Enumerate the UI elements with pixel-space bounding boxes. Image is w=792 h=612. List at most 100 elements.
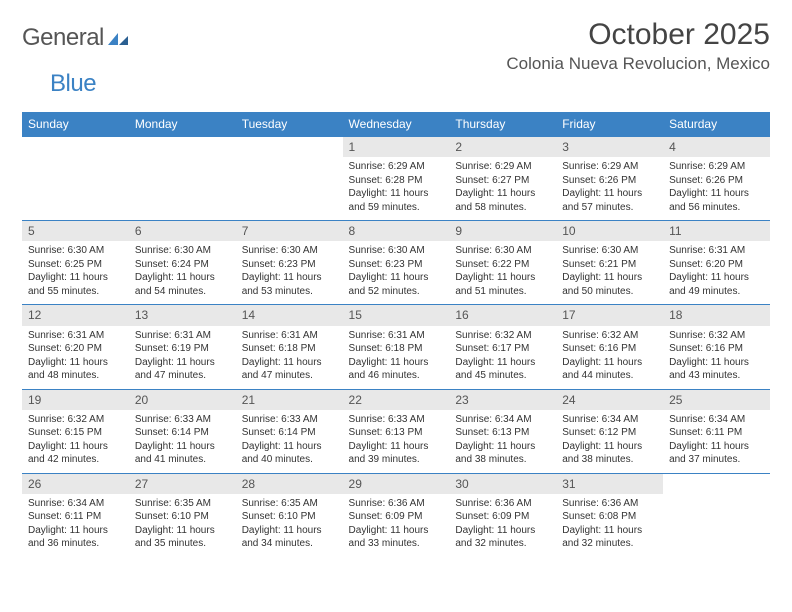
calendar-week-row: 12Sunrise: 6:31 AMSunset: 6:20 PMDayligh… xyxy=(22,305,770,389)
sunrise-line: Sunrise: 6:32 AM xyxy=(28,413,123,427)
calendar-day-cell: 19Sunrise: 6:32 AMSunset: 6:15 PMDayligh… xyxy=(22,389,129,473)
day-info: Sunrise: 6:35 AMSunset: 6:10 PMDaylight:… xyxy=(129,494,236,557)
sunrise-line: Sunrise: 6:32 AM xyxy=(669,329,764,343)
sunset-line: Sunset: 6:15 PM xyxy=(28,426,123,440)
day-number xyxy=(663,474,770,494)
weekday-header: Sunday xyxy=(22,112,129,137)
day-number: 17 xyxy=(556,305,663,325)
day-info: Sunrise: 6:36 AMSunset: 6:09 PMDaylight:… xyxy=(449,494,556,557)
calendar-table: SundayMondayTuesdayWednesdayThursdayFrid… xyxy=(22,112,770,557)
sunrise-line: Sunrise: 6:30 AM xyxy=(28,244,123,258)
sunrise-line: Sunrise: 6:31 AM xyxy=(242,329,337,343)
calendar-week-row: 1Sunrise: 6:29 AMSunset: 6:28 PMDaylight… xyxy=(22,137,770,221)
sunrise-line: Sunrise: 6:33 AM xyxy=(349,413,444,427)
sunset-line: Sunset: 6:19 PM xyxy=(135,342,230,356)
sunrise-line: Sunrise: 6:29 AM xyxy=(349,160,444,174)
daylight-line: Daylight: 11 hours and 56 minutes. xyxy=(669,187,764,214)
sunrise-line: Sunrise: 6:31 AM xyxy=(669,244,764,258)
day-info: Sunrise: 6:33 AMSunset: 6:14 PMDaylight:… xyxy=(129,410,236,473)
daylight-line: Daylight: 11 hours and 40 minutes. xyxy=(242,440,337,467)
day-number: 30 xyxy=(449,474,556,494)
day-number: 28 xyxy=(236,474,343,494)
day-info: Sunrise: 6:30 AMSunset: 6:23 PMDaylight:… xyxy=(236,241,343,304)
calendar-day-cell: 31Sunrise: 6:36 AMSunset: 6:08 PMDayligh… xyxy=(556,473,663,557)
daylight-line: Daylight: 11 hours and 37 minutes. xyxy=(669,440,764,467)
day-number: 14 xyxy=(236,305,343,325)
calendar-day-cell: 7Sunrise: 6:30 AMSunset: 6:23 PMDaylight… xyxy=(236,221,343,305)
sunrise-line: Sunrise: 6:33 AM xyxy=(135,413,230,427)
daylight-line: Daylight: 11 hours and 36 minutes. xyxy=(28,524,123,551)
day-info: Sunrise: 6:30 AMSunset: 6:21 PMDaylight:… xyxy=(556,241,663,304)
sunset-line: Sunset: 6:27 PM xyxy=(455,174,550,188)
day-info: Sunrise: 6:30 AMSunset: 6:25 PMDaylight:… xyxy=(22,241,129,304)
daylight-line: Daylight: 11 hours and 44 minutes. xyxy=(562,356,657,383)
day-number: 10 xyxy=(556,221,663,241)
daylight-line: Daylight: 11 hours and 41 minutes. xyxy=(135,440,230,467)
calendar-day-cell: 9Sunrise: 6:30 AMSunset: 6:22 PMDaylight… xyxy=(449,221,556,305)
day-info: Sunrise: 6:32 AMSunset: 6:17 PMDaylight:… xyxy=(449,326,556,389)
sunrise-line: Sunrise: 6:29 AM xyxy=(562,160,657,174)
sunrise-line: Sunrise: 6:29 AM xyxy=(455,160,550,174)
sunrise-line: Sunrise: 6:30 AM xyxy=(562,244,657,258)
day-info: Sunrise: 6:29 AMSunset: 6:27 PMDaylight:… xyxy=(449,157,556,220)
sunset-line: Sunset: 6:26 PM xyxy=(562,174,657,188)
daylight-line: Daylight: 11 hours and 45 minutes. xyxy=(455,356,550,383)
sunrise-line: Sunrise: 6:30 AM xyxy=(349,244,444,258)
daylight-line: Daylight: 11 hours and 54 minutes. xyxy=(135,271,230,298)
calendar-day-cell: 18Sunrise: 6:32 AMSunset: 6:16 PMDayligh… xyxy=(663,305,770,389)
daylight-line: Daylight: 11 hours and 42 minutes. xyxy=(28,440,123,467)
sunset-line: Sunset: 6:14 PM xyxy=(135,426,230,440)
day-info: Sunrise: 6:32 AMSunset: 6:16 PMDaylight:… xyxy=(556,326,663,389)
sunrise-line: Sunrise: 6:34 AM xyxy=(28,497,123,511)
day-info: Sunrise: 6:31 AMSunset: 6:18 PMDaylight:… xyxy=(236,326,343,389)
calendar-day-cell: 27Sunrise: 6:35 AMSunset: 6:10 PMDayligh… xyxy=(129,473,236,557)
sunset-line: Sunset: 6:13 PM xyxy=(349,426,444,440)
daylight-line: Daylight: 11 hours and 46 minutes. xyxy=(349,356,444,383)
calendar-day-cell: 5Sunrise: 6:30 AMSunset: 6:25 PMDaylight… xyxy=(22,221,129,305)
calendar-day-cell: 26Sunrise: 6:34 AMSunset: 6:11 PMDayligh… xyxy=(22,473,129,557)
sunset-line: Sunset: 6:20 PM xyxy=(669,258,764,272)
sunrise-line: Sunrise: 6:31 AM xyxy=(135,329,230,343)
sunrise-line: Sunrise: 6:34 AM xyxy=(562,413,657,427)
day-number: 27 xyxy=(129,474,236,494)
day-info: Sunrise: 6:30 AMSunset: 6:23 PMDaylight:… xyxy=(343,241,450,304)
sunrise-line: Sunrise: 6:30 AM xyxy=(242,244,337,258)
calendar-day-cell: 28Sunrise: 6:35 AMSunset: 6:10 PMDayligh… xyxy=(236,473,343,557)
sunset-line: Sunset: 6:28 PM xyxy=(349,174,444,188)
calendar-day-cell: 3Sunrise: 6:29 AMSunset: 6:26 PMDaylight… xyxy=(556,137,663,221)
sunset-line: Sunset: 6:09 PM xyxy=(455,510,550,524)
logo-sail-icon xyxy=(108,31,130,45)
sunset-line: Sunset: 6:18 PM xyxy=(349,342,444,356)
day-info: Sunrise: 6:30 AMSunset: 6:24 PMDaylight:… xyxy=(129,241,236,304)
sunset-line: Sunset: 6:23 PM xyxy=(242,258,337,272)
sunrise-line: Sunrise: 6:31 AM xyxy=(349,329,444,343)
calendar-week-row: 5Sunrise: 6:30 AMSunset: 6:25 PMDaylight… xyxy=(22,221,770,305)
calendar-day-cell: 29Sunrise: 6:36 AMSunset: 6:09 PMDayligh… xyxy=(343,473,450,557)
logo-text-general: General xyxy=(22,24,104,52)
daylight-line: Daylight: 11 hours and 32 minutes. xyxy=(455,524,550,551)
day-number: 25 xyxy=(663,390,770,410)
day-info: Sunrise: 6:29 AMSunset: 6:26 PMDaylight:… xyxy=(663,157,770,220)
day-number: 26 xyxy=(22,474,129,494)
day-info: Sunrise: 6:36 AMSunset: 6:08 PMDaylight:… xyxy=(556,494,663,557)
day-number: 1 xyxy=(343,137,450,157)
logo: General xyxy=(22,24,134,52)
day-info: Sunrise: 6:35 AMSunset: 6:10 PMDaylight:… xyxy=(236,494,343,557)
day-number: 21 xyxy=(236,390,343,410)
daylight-line: Daylight: 11 hours and 49 minutes. xyxy=(669,271,764,298)
day-number: 20 xyxy=(129,390,236,410)
calendar-day-cell: 10Sunrise: 6:30 AMSunset: 6:21 PMDayligh… xyxy=(556,221,663,305)
daylight-line: Daylight: 11 hours and 34 minutes. xyxy=(242,524,337,551)
day-number xyxy=(129,137,236,157)
day-number: 5 xyxy=(22,221,129,241)
sunrise-line: Sunrise: 6:34 AM xyxy=(455,413,550,427)
day-number: 2 xyxy=(449,137,556,157)
sunrise-line: Sunrise: 6:36 AM xyxy=(455,497,550,511)
daylight-line: Daylight: 11 hours and 33 minutes. xyxy=(349,524,444,551)
calendar-day-cell: 11Sunrise: 6:31 AMSunset: 6:20 PMDayligh… xyxy=(663,221,770,305)
calendar-day-cell xyxy=(22,137,129,221)
header: General October 2025 Colonia Nueva Revol… xyxy=(22,18,770,74)
calendar-day-cell: 21Sunrise: 6:33 AMSunset: 6:14 PMDayligh… xyxy=(236,389,343,473)
calendar-day-cell: 22Sunrise: 6:33 AMSunset: 6:13 PMDayligh… xyxy=(343,389,450,473)
calendar-week-row: 19Sunrise: 6:32 AMSunset: 6:15 PMDayligh… xyxy=(22,389,770,473)
